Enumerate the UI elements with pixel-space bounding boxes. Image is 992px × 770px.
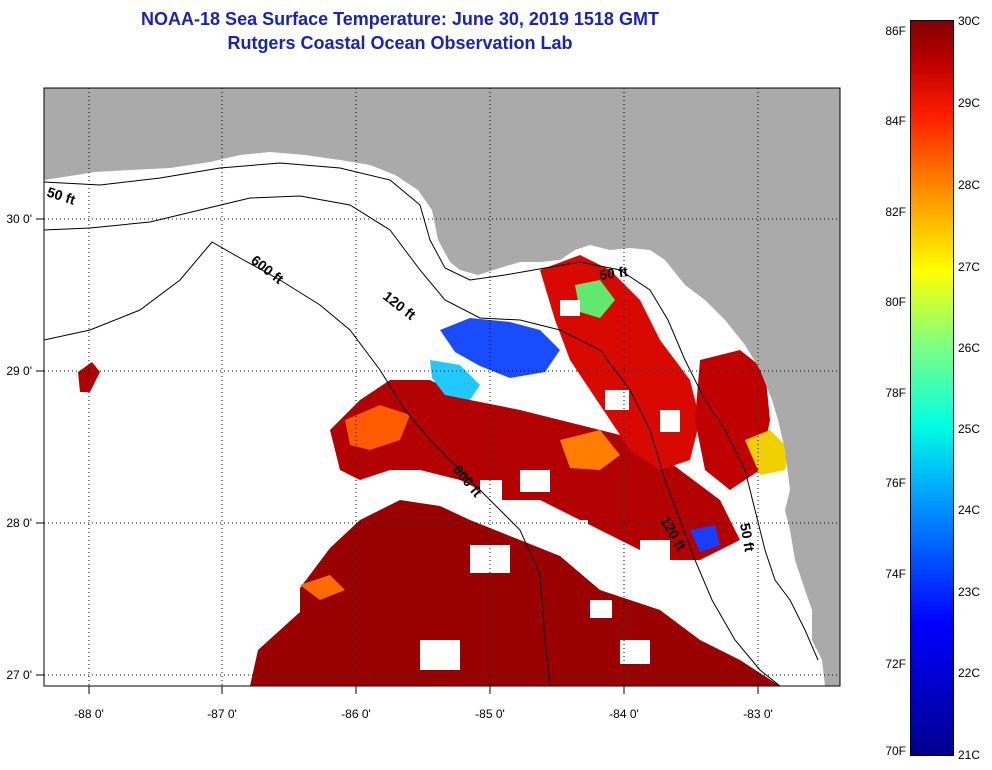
colorbar-c-24: 24C xyxy=(958,503,981,517)
colorbar-f-76: 76F xyxy=(885,476,906,490)
colorbar-c-28: 28C xyxy=(958,178,981,192)
colorbar-c-22: 22C xyxy=(958,666,981,680)
frame-ticks xyxy=(36,218,759,694)
sst-blue-patch xyxy=(690,525,720,552)
land xyxy=(44,88,840,686)
sst-orange-patch-sw xyxy=(300,575,345,600)
isobaths xyxy=(44,162,819,686)
colorbar-c-26: 26C xyxy=(958,341,981,355)
lat-label-28: 28 0' xyxy=(6,516,32,530)
map-subtitle: Rutgers Coastal Ocean Observation Lab xyxy=(227,33,573,53)
colorbar-f-86: 86F xyxy=(885,24,906,38)
colorbar-c-23: 23C xyxy=(958,585,981,599)
colorbar-f-82: 82F xyxy=(885,205,906,219)
colorbar-f-72: 72F xyxy=(885,657,906,671)
lon-label-86: -86 0' xyxy=(341,707,371,721)
colorbar-c-30: 30C xyxy=(958,14,981,28)
colorbar-c-25: 25C xyxy=(958,422,981,436)
isobath-label-50ft-south: 50 ft xyxy=(737,522,758,553)
lon-label-84: -84 0' xyxy=(609,707,639,721)
colorbar-f-78: 78F xyxy=(885,386,906,400)
lon-label-85: -85 0' xyxy=(475,707,505,721)
isobath-50ft xyxy=(44,162,819,661)
map-title: NOAA-18 Sea Surface Temperature: June 30… xyxy=(141,9,659,29)
lon-label-88: -88 0' xyxy=(74,707,104,721)
cloud-gaps xyxy=(420,300,680,670)
sst-orange-band-2 xyxy=(560,430,620,470)
colorbar-f-84: 84F xyxy=(885,114,906,128)
lat-label-30: 30 0' xyxy=(6,212,32,226)
graticule xyxy=(44,88,840,686)
sst-orange-band xyxy=(345,405,410,450)
lon-label-87: -87 0' xyxy=(207,707,237,721)
colorbar-c-29: 29C xyxy=(958,96,981,110)
sst-yellow-east xyxy=(745,430,790,475)
sst-cool-nearshore xyxy=(440,318,560,378)
isobath-120ft xyxy=(44,195,781,686)
isobath-label-50ft-north: 50 ft xyxy=(598,263,629,283)
sst-warm-south xyxy=(250,500,780,686)
sst-green-nearshore xyxy=(575,280,615,318)
colorbar-f-70: 70F xyxy=(885,744,906,758)
sst-warm-east xyxy=(695,350,770,490)
colorbar-f-80: 80F xyxy=(885,295,906,309)
map-frame xyxy=(43,87,841,687)
lat-label-29: 29 0' xyxy=(6,364,32,378)
sst-cyan-nearshore xyxy=(430,360,480,400)
lon-label-83: -83 0' xyxy=(743,707,773,721)
colorbar-c-21: 21C xyxy=(958,748,981,762)
colorbar-f-74: 74F xyxy=(885,567,906,581)
lat-label-27: 27 0' xyxy=(6,668,32,682)
colorbar-c-27: 27C xyxy=(958,260,981,274)
isobath-600ft xyxy=(44,241,551,686)
temperature-colorbar xyxy=(910,20,954,756)
